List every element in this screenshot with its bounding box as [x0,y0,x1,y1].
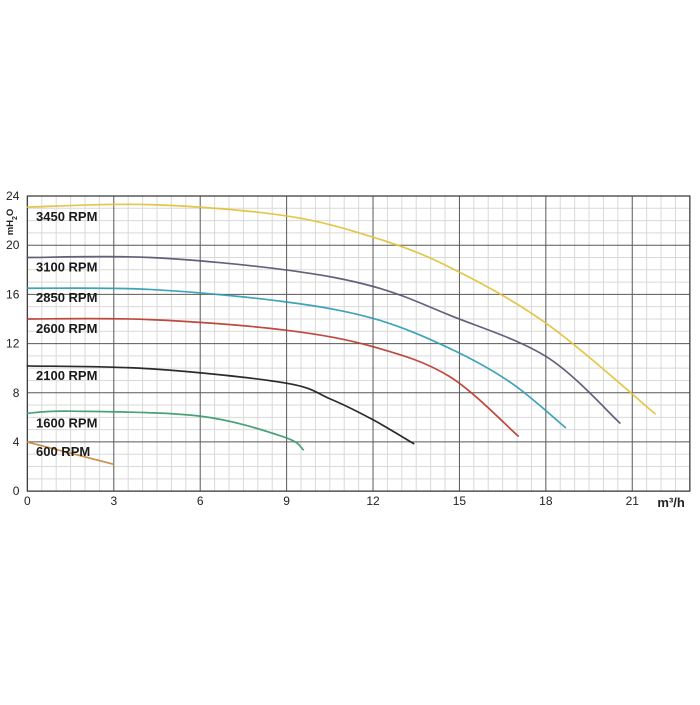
svg-text:4: 4 [13,435,20,449]
svg-text:1600 RPM: 1600 RPM [36,415,97,430]
svg-text:3450 RPM: 3450 RPM [36,209,97,224]
svg-text:m³/h: m³/h [657,495,685,510]
svg-text:2100 RPM: 2100 RPM [36,368,97,383]
svg-text:600 RPM: 600 RPM [36,444,90,459]
svg-text:9: 9 [283,494,290,508]
svg-text:6: 6 [197,494,204,508]
svg-text:16: 16 [6,287,20,301]
svg-text:18: 18 [539,494,553,508]
svg-text:20: 20 [6,238,20,252]
svg-text:12: 12 [6,337,20,351]
svg-text:0: 0 [24,494,31,508]
svg-text:3100 RPM: 3100 RPM [36,260,97,275]
svg-text:12: 12 [366,494,380,508]
svg-text:2600 RPM: 2600 RPM [36,321,97,336]
svg-text:2850 RPM: 2850 RPM [36,290,97,305]
svg-text:0: 0 [13,484,20,498]
svg-text:8: 8 [13,386,20,400]
svg-text:15: 15 [453,494,467,508]
svg-text:21: 21 [626,494,640,508]
svg-text:3: 3 [110,494,117,508]
svg-text:24: 24 [6,189,20,203]
